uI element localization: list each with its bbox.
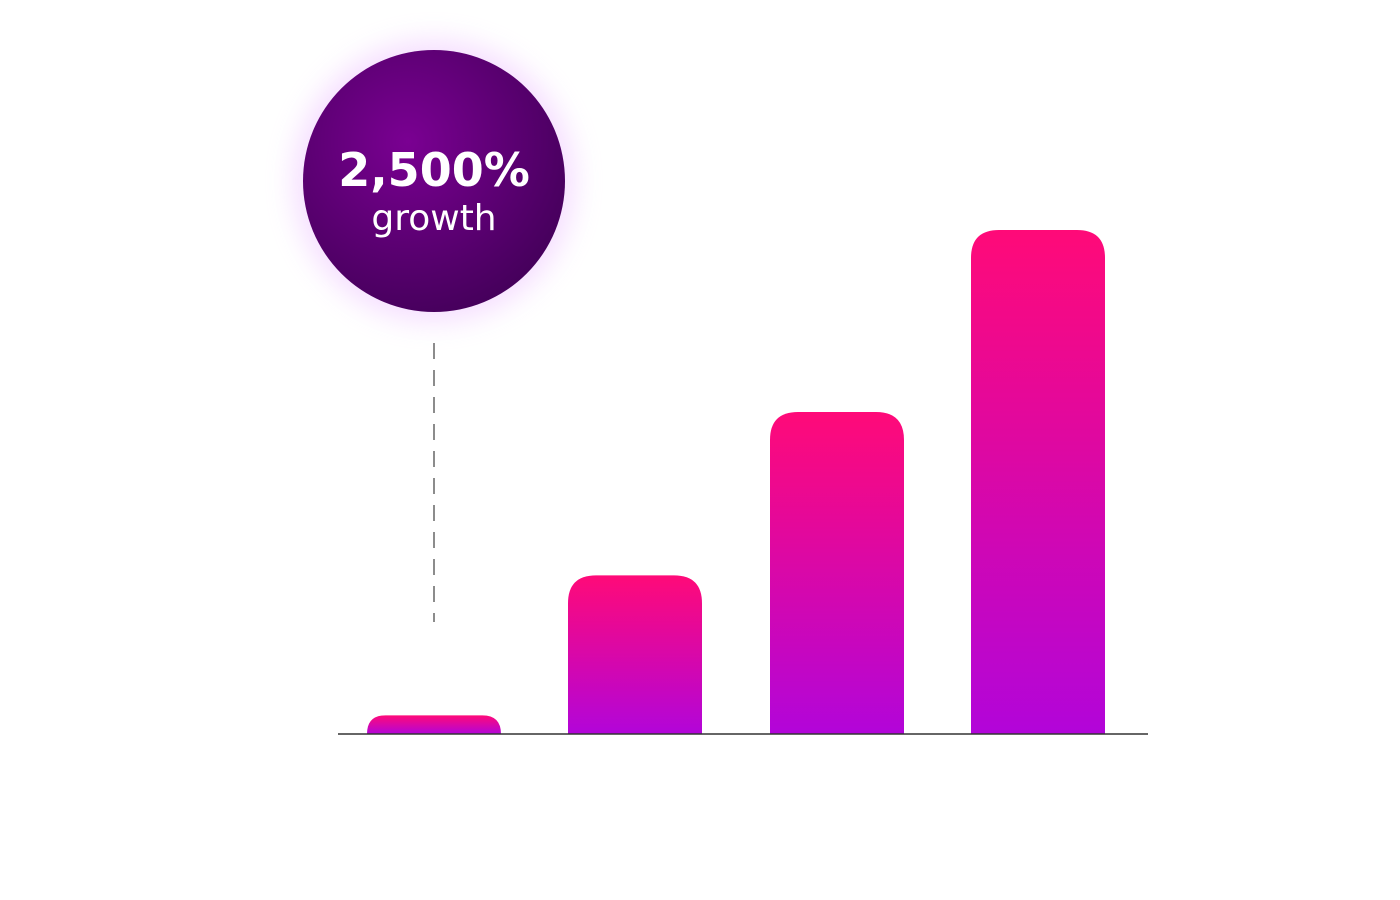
bar-1 [367,715,501,734]
bar-2 [568,575,702,734]
growth-callout-bubble: 2,500% growth [294,41,574,321]
bar-3 [770,412,904,734]
callout-circle [303,50,565,312]
bars-group [367,230,1105,734]
callout-value: 2,500% [338,143,530,197]
bar-4 [971,230,1105,734]
callout-label: growth [371,198,496,239]
